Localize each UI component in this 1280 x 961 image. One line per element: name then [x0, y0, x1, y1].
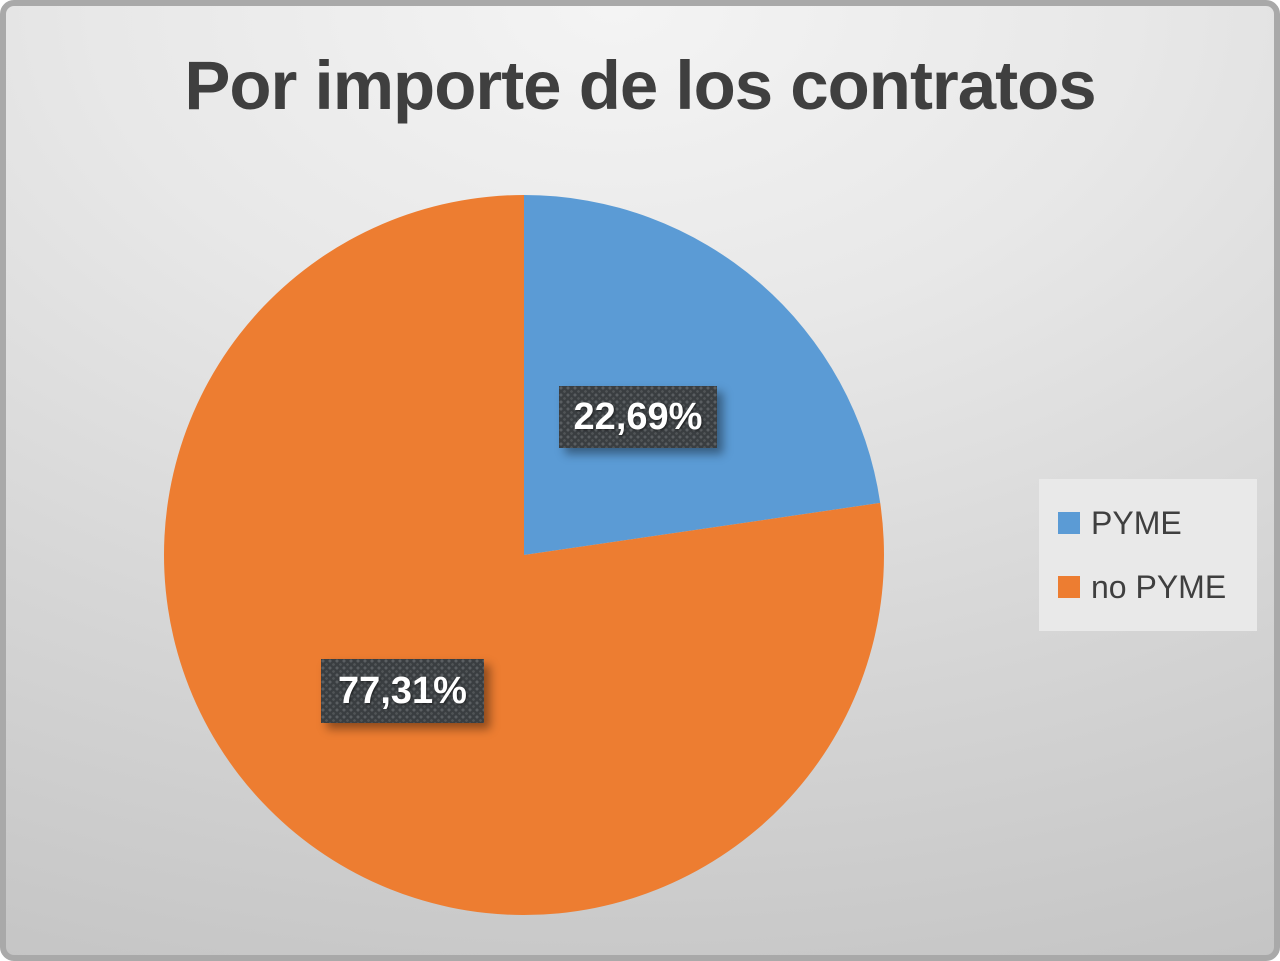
data-label-pyme: 22,69%: [559, 386, 717, 448]
legend-item-no-pyme: no PYME: [1058, 571, 1257, 603]
chart-title: Por importe de los contratos: [184, 47, 1096, 124]
legend-label-pyme: PYME: [1091, 505, 1182, 541]
data-label-no-pyme: 77,31%: [321, 659, 484, 723]
pie-chart: [163, 195, 884, 915]
data-label-pyme-text: 22,69%: [573, 395, 703, 438]
data-label-no-pyme-text: 77,31%: [338, 669, 467, 712]
legend: PYME no PYME: [1039, 479, 1257, 631]
legend-label-no-pyme: no PYME: [1091, 569, 1227, 605]
pie-slice-pyme: [524, 195, 881, 555]
legend-swatch-no-pyme-icon: [1058, 576, 1080, 598]
pie-slice-no-pyme: [163, 195, 884, 915]
legend-swatch-pyme-icon: [1058, 512, 1080, 534]
legend-item-pyme: PYME: [1058, 507, 1257, 539]
